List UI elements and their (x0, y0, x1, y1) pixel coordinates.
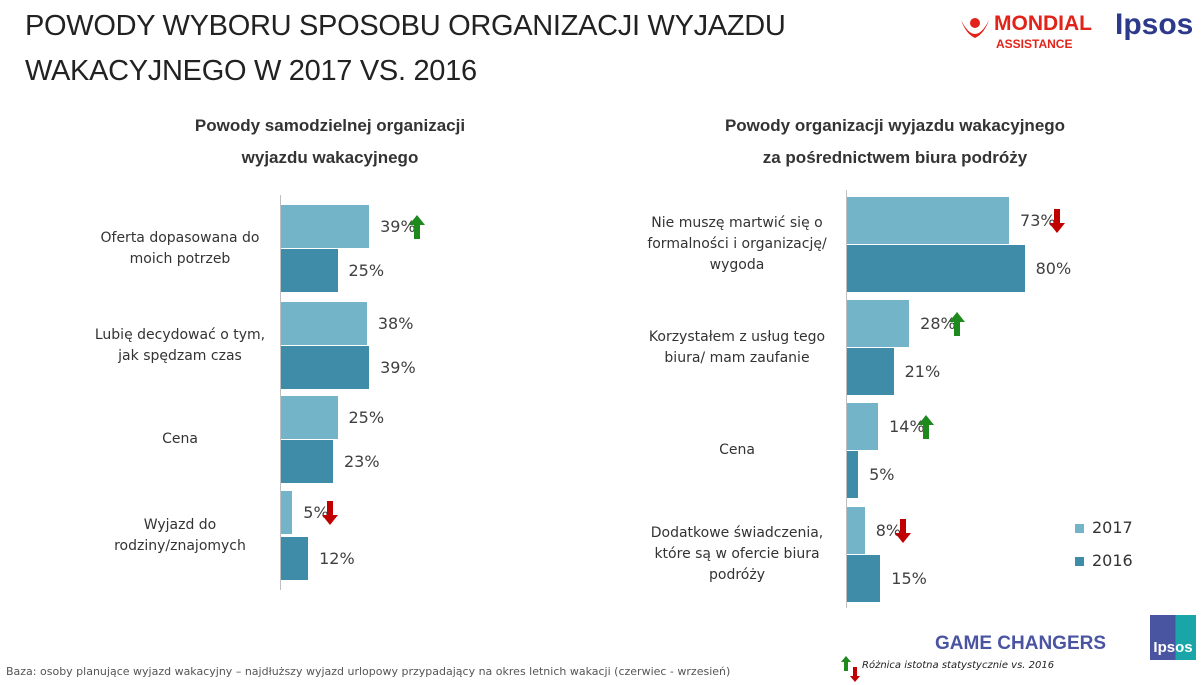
bar-2017 (847, 403, 879, 450)
category-label-line: które są w ofercie biura (654, 546, 820, 562)
bar-2017 (847, 197, 1010, 244)
data-label: 5% (869, 464, 895, 484)
page-title: POWODY WYBORU SPOSOBU ORGANIZACJI WYJAZD… (25, 10, 786, 87)
data-label: 8% (875, 520, 902, 540)
category-label-line: Dodatkowe świadczenia, (650, 525, 824, 541)
category-label: Nie muszę martwić się o formalności i org… (632, 213, 842, 276)
significance-note: Różnica istotna statystycznie vs. 2016 (862, 660, 1055, 671)
bar-2016 (281, 537, 309, 580)
mondial-emblem-icon (961, 18, 989, 38)
arrow-up-icon (949, 311, 966, 336)
bar-2016 (281, 440, 333, 483)
category-label: Lubię decydować o tym, jak spędzam czas (80, 325, 280, 367)
data-label: 73% (1020, 210, 1056, 230)
category-label-line: wygoda (709, 257, 765, 273)
category-label: Oferta dopasowana do moich potrzeb (80, 228, 280, 270)
category-label-line: Korzystałem z usług tego (648, 328, 826, 345)
legend-2016: 2016 (1075, 551, 1133, 570)
category-label-line: podróży (709, 567, 765, 583)
category-label: Korzystałem z usług tego biura/ mam zaufa… (632, 327, 842, 369)
category-label-line: biura/ mam zaufanie (664, 349, 810, 366)
category-label: Cena (632, 440, 842, 461)
data-label: 39% (380, 216, 416, 236)
category-label: Wyjazd do rodziny/znajomych (80, 515, 280, 557)
bar-2017 (847, 300, 910, 347)
left-chart-title: Powody samodzielnej organizacji wyjazdu w… (194, 116, 466, 167)
arrow-down-icon (1049, 208, 1066, 233)
data-label: 14% (889, 416, 925, 436)
category-label: Dodatkowe świadczenia, które są w ofercie… (632, 523, 842, 586)
category-label-line: Oferta dopasowana do (100, 229, 260, 246)
category-label: Cena (80, 429, 280, 450)
data-label: 21% (904, 361, 941, 381)
bar-2016 (281, 249, 338, 292)
bar-2016 (847, 555, 881, 602)
category-label-line: Nie muszę martwić się o (651, 215, 823, 231)
category-label-line: Cena (719, 442, 755, 458)
legend-swatch (1075, 557, 1084, 566)
y-axis (846, 190, 847, 608)
bar-2017 (281, 396, 338, 439)
significance-legend-icon (841, 656, 860, 682)
legend-swatch (1075, 524, 1084, 533)
arrow-down-icon (322, 500, 339, 525)
bar-2016 (847, 245, 1025, 292)
right-chart-title: Powody organizacji wyjazdu wakacyjnego za… (724, 116, 1066, 167)
mondial-logo: MONDIAL ASSISTANCE (958, 12, 1098, 54)
arrow-down-icon (894, 518, 911, 543)
bar-2017 (281, 491, 293, 534)
bar-2017 (281, 205, 370, 248)
legend-2017: 2017 (1075, 518, 1133, 537)
data-label: 25% (348, 260, 385, 280)
data-label: 39% (380, 357, 416, 377)
bar-2016 (847, 451, 859, 498)
ipsos-badge: Ipsos (1150, 615, 1196, 660)
data-label: 80% (1035, 258, 1072, 278)
category-label-line: jak spędzam czas (118, 347, 242, 364)
bar-2016 (847, 348, 894, 395)
category-label-line: rodziny/znajomych (114, 537, 246, 554)
category-label-line: Wyjazd do (143, 516, 217, 533)
data-label: 12% (319, 548, 355, 568)
legend: 2017 2016 (1075, 518, 1133, 570)
bar-2016 (281, 346, 370, 389)
arrow-up-icon (918, 414, 935, 439)
category-label-line: formalności i organizację/ (647, 236, 827, 252)
category-label-line: moich potrzeb (129, 250, 231, 267)
arrow-up-icon (409, 214, 426, 239)
data-label: 5% (303, 502, 329, 522)
footer-base: Baza: osoby planujące wyjazd wakacyjny –… (6, 665, 731, 678)
category-label-line: Cena (162, 431, 198, 447)
data-label: 25% (348, 407, 385, 427)
data-label: 23% (343, 451, 380, 471)
category-label-line: Lubię decydować o tym, (94, 326, 266, 343)
data-label: 15% (891, 568, 927, 588)
y-axis (280, 195, 281, 590)
bar-2017 (847, 507, 865, 554)
data-label: 38% (377, 313, 414, 333)
data-label: 28% (920, 313, 956, 333)
ipsos-logo: Ipsos (1115, 8, 1194, 41)
game-changers-logo: GAME CHANGERS (935, 633, 1107, 654)
bar-2017 (281, 302, 367, 345)
